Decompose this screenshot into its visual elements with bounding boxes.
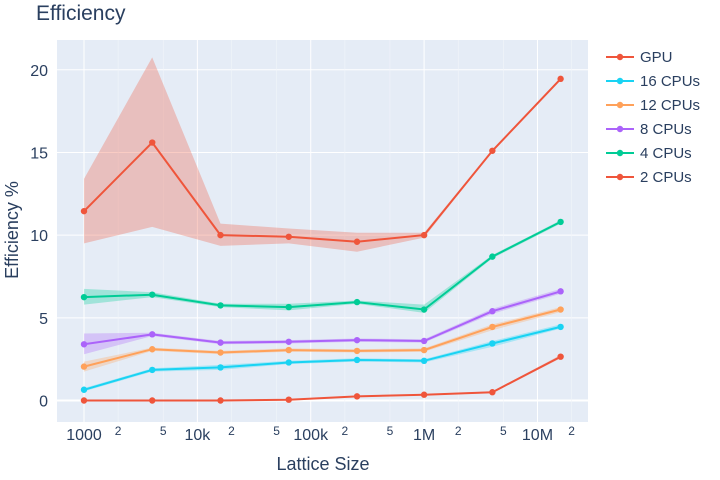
x-axis-title: Lattice Size [276, 454, 369, 474]
data-point [557, 75, 564, 83]
series-lines [83, 78, 562, 402]
data-point [489, 147, 496, 154]
data-point [285, 338, 292, 345]
x-tick-label: 10M [522, 427, 553, 444]
data-point [285, 396, 292, 403]
data-point [489, 340, 496, 347]
series-line [83, 221, 562, 311]
data-point [217, 231, 224, 239]
y-tick-label: 20 [30, 63, 48, 80]
data-point [420, 391, 428, 398]
data-point [353, 356, 361, 364]
data-point [80, 397, 88, 404]
data-point [353, 336, 361, 344]
legend-marker [616, 149, 624, 157]
data-point [217, 302, 224, 309]
data-point [149, 291, 156, 298]
data-point [149, 331, 156, 338]
chart-title: Efficiency [36, 2, 126, 25]
data-point [285, 303, 292, 311]
legend-marker [616, 173, 624, 181]
x-tick-label: 10k [184, 427, 211, 444]
confidence-band [84, 57, 561, 252]
data-point [489, 308, 496, 315]
data-point [217, 339, 224, 346]
x-minor-tick-label: 2 [115, 424, 122, 438]
data-point [80, 207, 88, 215]
data-point [149, 346, 156, 353]
legend-marker [616, 101, 624, 109]
x-tick-label: 100k [293, 427, 329, 444]
y-tick-label: 5 [39, 311, 48, 328]
data-point [285, 233, 292, 240]
legend-label: 16 CPUs [640, 73, 700, 90]
data-point [217, 364, 224, 371]
x-minor-tick-label: 2 [455, 424, 462, 438]
series-line [83, 290, 561, 346]
x-tick-label: 1M [413, 427, 435, 444]
legend[interactable]: GPU 16 CPUs 12 CPUs 8 CPUs 4 CPUs 2 CPUs [606, 49, 700, 186]
data-point [353, 238, 361, 245]
x-tick-label: 1000 [66, 427, 102, 444]
x-minor-tick-label: 5 [500, 424, 507, 438]
data-point [285, 346, 292, 354]
series-line [83, 325, 561, 391]
data-point [353, 298, 361, 306]
data-point [80, 363, 88, 370]
data-point [420, 306, 428, 313]
y-tick-label: 0 [39, 394, 48, 411]
data-point [217, 397, 224, 404]
data-point [353, 347, 361, 355]
data-point [80, 341, 88, 348]
legend-marker [616, 53, 624, 61]
series-markers [80, 75, 564, 404]
data-point [489, 323, 496, 331]
legend-label: 4 CPUs [640, 145, 692, 162]
x-minor-tick-label: 2 [228, 424, 235, 438]
legend-label: 8 CPUs [640, 121, 692, 138]
data-point [557, 353, 564, 360]
x-axis-ticks: 1000 10k 100k 1M 10M 2 5 2 5 2 5 2 5 2 [66, 424, 575, 444]
series-line [84, 355, 562, 402]
series-line [83, 78, 562, 243]
legend-label: GPU [640, 49, 673, 66]
data-point [489, 253, 496, 260]
x-minor-tick-label: 5 [387, 424, 394, 438]
y-axis-title: Efficiency % [2, 181, 22, 279]
legend-marker [616, 77, 624, 85]
x-minor-tick-label: 5 [160, 424, 167, 438]
data-point [149, 366, 156, 374]
data-point [80, 293, 88, 301]
legend-label: 2 CPUs [640, 169, 692, 186]
legend-marker [616, 125, 624, 133]
data-point [420, 346, 428, 354]
data-point [285, 359, 292, 366]
data-point [557, 218, 564, 226]
data-point [420, 357, 428, 365]
x-minor-tick-label: 2 [342, 424, 349, 438]
data-point [149, 139, 156, 146]
data-point [557, 288, 564, 295]
data-point [420, 337, 428, 345]
data-point [557, 323, 564, 331]
data-point [353, 393, 361, 400]
legend-label: 12 CPUs [640, 97, 700, 114]
data-point [489, 389, 496, 396]
x-minor-tick-label: 2 [568, 424, 575, 438]
grid-lines [57, 40, 588, 422]
data-point [557, 306, 564, 313]
y-axis-ticks: 0 5 10 15 20 [30, 63, 48, 411]
data-point [420, 231, 428, 239]
y-tick-label: 10 [30, 228, 48, 245]
plot-background [57, 40, 588, 422]
x-minor-tick-label: 5 [273, 424, 280, 438]
y-tick-label: 15 [30, 145, 48, 162]
series-line [83, 308, 561, 368]
data-point [149, 397, 156, 404]
data-point [217, 349, 224, 356]
data-point [80, 386, 88, 393]
